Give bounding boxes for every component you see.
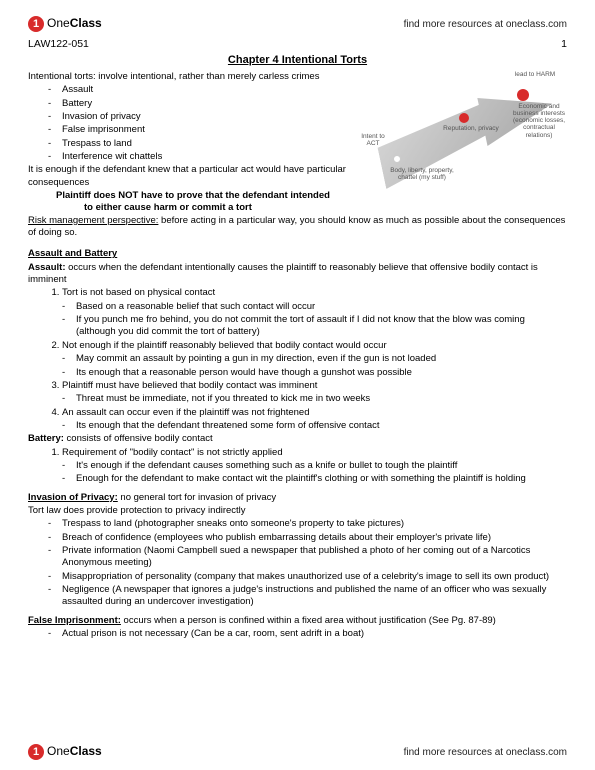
risk-label: Risk management perspective: <box>28 215 158 226</box>
footer-link[interactable]: find more resources at oneclass.com <box>404 746 567 759</box>
list-item: Actual prison is not necessary (Can be a… <box>62 628 567 640</box>
footer-logo[interactable]: 1 OneClass <box>28 744 102 760</box>
list-item: It's enough if the defendant causes some… <box>76 460 567 472</box>
logo-icon: 1 <box>28 16 44 32</box>
list-item: Breach of confidence (employees who publ… <box>62 532 567 544</box>
label-harm: lead to HARM <box>507 71 563 78</box>
battery-text: consists of offensive bodily contact <box>64 433 213 444</box>
list-item: Its enough that a reasonable person woul… <box>76 367 567 379</box>
list-item: Threat must be immediate, not if you thr… <box>76 393 567 405</box>
assault-def: Assault: occurs when the defendant inten… <box>28 262 567 287</box>
privacy-sub: Tort law does provide protection to priv… <box>28 505 567 517</box>
label-economic: Economic and business interests (economi… <box>509 103 569 139</box>
assault-sub-4: Its enough that the defendant threatened… <box>28 420 567 432</box>
privacy-line: Invasion of Privacy: no general tort for… <box>28 492 567 504</box>
list-item: May commit an assault by pointing a gun … <box>76 353 567 365</box>
chapter-title: Chapter 4 Intentional Torts <box>28 53 567 67</box>
assault-list-3: Plaintiff must have believed that bodily… <box>28 380 567 392</box>
section-heading-assault: Assault and Battery <box>28 248 567 260</box>
plaintiff-note-2: to either cause harm or commit a tort <box>28 202 567 214</box>
list-item: Negligence (A newspaper that ignores a j… <box>62 584 567 609</box>
logo-icon: 1 <box>28 744 44 760</box>
logo-class: Class <box>70 16 102 30</box>
assault-text: occurs when the defendant intentionally … <box>28 262 538 285</box>
falseimp-text: occurs when a person is confined within … <box>121 615 496 626</box>
list-item: Plaintiff must have believed that bodily… <box>62 380 567 392</box>
list-item: Enough for the defendant to make contact… <box>76 473 567 485</box>
logo-one: One <box>47 744 70 758</box>
falseimp-line: False Imprisonment: occurs when a person… <box>28 615 567 627</box>
site-footer: 1 OneClass find more resources at onecla… <box>28 744 567 760</box>
logo-text: OneClass <box>47 744 102 760</box>
course-code: LAW122-051 <box>28 38 89 52</box>
battery-def: Battery: consists of offensive bodily co… <box>28 433 567 445</box>
privacy-heading-text: no general tort for invasion of privacy <box>118 492 276 503</box>
assault-list-2: Not enough if the plaintiff reasonably b… <box>28 340 567 352</box>
list-item: If you punch me fro behind, you do not c… <box>76 314 567 339</box>
privacy-list: Trespass to land (photographer sneaks on… <box>28 518 567 608</box>
doc-meta-row: LAW122-051 1 <box>28 38 567 52</box>
assault-sub-1: Based on a reasonable belief that such c… <box>28 301 567 339</box>
battery-label: Battery: <box>28 433 64 444</box>
assault-list-4: An assault can occur even if the plainti… <box>28 407 567 419</box>
dot-reputation <box>459 113 469 123</box>
risk-line: Risk management perspective: before acti… <box>28 215 567 240</box>
list-item: Not enough if the plaintiff reasonably b… <box>62 340 567 352</box>
dot-intent <box>393 155 401 163</box>
battery-sub: It's enough if the defendant causes some… <box>28 460 567 486</box>
list-item: Private information (Naomi Campbell sued… <box>62 545 567 570</box>
header-link[interactable]: find more resources at oneclass.com <box>404 18 567 31</box>
list-item: Requirement of "bodily contact" is not s… <box>62 447 567 459</box>
site-header: 1 OneClass find more resources at onecla… <box>28 16 567 32</box>
logo-one: One <box>47 16 70 30</box>
list-item: Based on a reasonable belief that such c… <box>76 301 567 313</box>
page-number: 1 <box>561 38 567 52</box>
assault-sub-2: May commit an assault by pointing a gun … <box>28 353 567 379</box>
list-item: An assault can occur even if the plainti… <box>62 407 567 419</box>
list-item: Misappropriation of personality (company… <box>62 571 567 583</box>
logo-text: OneClass <box>47 16 102 32</box>
assault-sub-3: Threat must be immediate, not if you thr… <box>28 393 567 405</box>
label-intent: Intent to ACT <box>355 133 391 147</box>
logo[interactable]: 1 OneClass <box>28 16 102 32</box>
list-item: Its enough that the defendant threatened… <box>76 420 567 432</box>
list-item: Tort is not based on physical contact <box>62 287 567 299</box>
label-reputation: Reputation, privacy <box>443 125 499 132</box>
falseimp-list: Actual prison is not necessary (Can be a… <box>28 628 567 640</box>
dot-economic <box>517 89 529 101</box>
assault-label: Assault: <box>28 262 65 273</box>
logo-class: Class <box>70 744 102 758</box>
assault-list: Tort is not based on physical contact <box>28 287 567 299</box>
label-body: Body, liberty, property, chattel (my stu… <box>387 167 457 181</box>
falseimp-heading: False Imprisonment: <box>28 615 121 626</box>
concept-diagram: lead to HARM Intent to ACT Body, liberty… <box>357 71 567 201</box>
list-item: Trespass to land (photographer sneaks on… <box>62 518 567 530</box>
privacy-heading: Invasion of Privacy: <box>28 492 118 503</box>
battery-list: Requirement of "bodily contact" is not s… <box>28 447 567 459</box>
